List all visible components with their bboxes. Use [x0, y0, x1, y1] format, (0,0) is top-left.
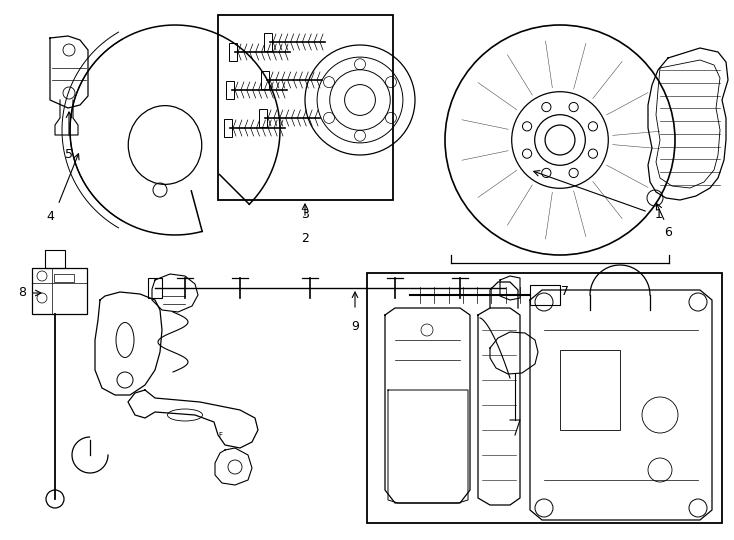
Bar — [45, 250, 65, 268]
Bar — [367, 273, 722, 523]
Bar — [560, 350, 620, 430]
Bar — [148, 278, 162, 298]
Bar — [54, 274, 74, 282]
Bar — [259, 109, 267, 127]
Text: 3: 3 — [301, 208, 309, 221]
Text: 2: 2 — [301, 232, 309, 245]
Text: 1: 1 — [655, 208, 663, 221]
Bar — [218, 15, 393, 200]
Bar — [264, 33, 272, 51]
Text: 8: 8 — [18, 287, 26, 300]
Bar — [261, 71, 269, 89]
Text: F: F — [218, 432, 222, 438]
Bar — [229, 43, 237, 61]
Text: 6: 6 — [664, 226, 672, 239]
Text: 9: 9 — [351, 320, 359, 333]
Text: 7: 7 — [561, 285, 569, 298]
Bar — [226, 81, 234, 99]
Bar — [32, 268, 87, 314]
Text: 5: 5 — [65, 148, 73, 161]
Bar — [530, 285, 560, 305]
Bar — [224, 119, 232, 137]
Text: 4: 4 — [46, 210, 54, 223]
